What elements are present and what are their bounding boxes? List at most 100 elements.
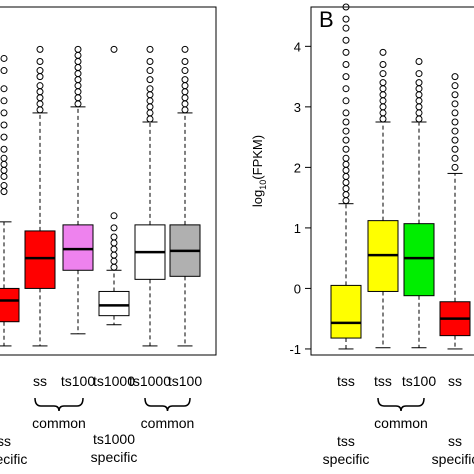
box-outlier: [0, 85, 8, 93]
box-outlier: [451, 109, 459, 117]
box-outlier: [415, 103, 423, 111]
x-tick-label: ss: [33, 373, 47, 389]
box-outlier: [342, 136, 350, 144]
box-outlier: [74, 76, 82, 84]
box-outlier: [342, 97, 350, 105]
box-outlier: [379, 91, 387, 99]
box-outlier: [342, 118, 350, 126]
box-outlier: [181, 45, 189, 53]
group-label: common: [374, 415, 428, 431]
box-outlier: [146, 76, 154, 84]
box-outlier: [0, 67, 8, 75]
box-outlier: [342, 36, 350, 44]
box-outlier: [146, 85, 154, 93]
box-outlier: [451, 73, 459, 81]
group-label: common: [141, 415, 195, 431]
box-body: [403, 223, 435, 297]
box-outlier: [342, 3, 350, 11]
y-tick-label: 1: [294, 221, 301, 236]
x-tick-label: tss: [337, 373, 355, 389]
box-body: [24, 230, 56, 289]
x-tick-label: ts100: [168, 373, 202, 389]
box-outlier: [181, 67, 189, 75]
box-outlier: [342, 73, 350, 81]
box-outlier: [0, 160, 8, 168]
box-body: [98, 290, 130, 317]
box-outlier: [181, 100, 189, 108]
box-outlier: [146, 115, 154, 123]
y-tick-label: 4: [294, 39, 301, 54]
subtitle-label: specific: [432, 451, 474, 467]
group-brace: [144, 397, 191, 412]
box-outlier: [451, 154, 459, 162]
box-outlier: [110, 251, 118, 259]
y-tick-label: 0: [294, 281, 301, 296]
box-outlier: [74, 100, 82, 108]
box-outlier: [342, 145, 350, 153]
box-outlier: [379, 97, 387, 105]
box-outlier: [342, 48, 350, 56]
subtitle-label: ss: [448, 433, 462, 449]
box-outlier: [379, 70, 387, 78]
subtitle-label: tss: [337, 433, 355, 449]
box-outlier: [110, 224, 118, 232]
box-body: [0, 287, 20, 323]
box-outlier: [110, 212, 118, 220]
box-outlier: [36, 88, 44, 96]
box-outlier: [451, 163, 459, 171]
box-outlier: [36, 106, 44, 114]
box-outlier: [74, 88, 82, 96]
box-outlier: [74, 82, 82, 90]
box-outlier: [146, 97, 154, 105]
y-tick-label: 3: [294, 100, 301, 115]
box-outlier: [342, 15, 350, 23]
box-outlier: [0, 133, 8, 141]
box-outlier: [0, 109, 8, 117]
box-outlier: [0, 54, 8, 62]
box-outlier: [415, 79, 423, 87]
box-outlier: [451, 145, 459, 153]
subtitle-label: specific: [323, 451, 370, 467]
box-outlier: [379, 60, 387, 68]
box-outlier: [342, 172, 350, 180]
box-outlier: [146, 91, 154, 99]
box-outlier: [74, 94, 82, 102]
group-label: common: [32, 415, 86, 431]
box-outlier: [110, 257, 118, 265]
x-tick-label: ts100: [402, 373, 436, 389]
box-outlier: [451, 82, 459, 90]
box-outlier: [342, 109, 350, 117]
subtitle-label: specific: [91, 449, 138, 465]
box-outlier: [415, 70, 423, 78]
x-tick-label: ts100: [61, 373, 95, 389]
box-outlier: [146, 45, 154, 53]
box-outlier: [36, 57, 44, 65]
box-outlier: [74, 64, 82, 72]
box-outlier: [110, 45, 118, 53]
box-outlier: [181, 57, 189, 65]
y-tick-label: 2: [294, 160, 301, 175]
box-outlier: [146, 109, 154, 117]
plot-frame-0: [0, 6, 217, 356]
box-outlier: [342, 191, 350, 199]
box-outlier: [379, 85, 387, 93]
box-outlier: [342, 179, 350, 187]
box-outlier: [451, 91, 459, 99]
box-outlier: [379, 109, 387, 117]
box-outlier: [74, 70, 82, 78]
box-outlier: [0, 145, 8, 153]
box-outlier: [342, 60, 350, 68]
box-outlier: [110, 233, 118, 241]
box-outlier: [74, 51, 82, 59]
box-outlier: [415, 115, 423, 123]
box-outlier: [342, 127, 350, 135]
x-tick-label: ts1000: [129, 373, 171, 389]
box-outlier: [36, 73, 44, 81]
box-outlier: [110, 239, 118, 247]
x-tick-label: ts1000: [93, 373, 135, 389]
box-outlier: [342, 154, 350, 162]
box-outlier: [451, 127, 459, 135]
box-outlier: [146, 103, 154, 111]
group-brace: [377, 397, 425, 412]
